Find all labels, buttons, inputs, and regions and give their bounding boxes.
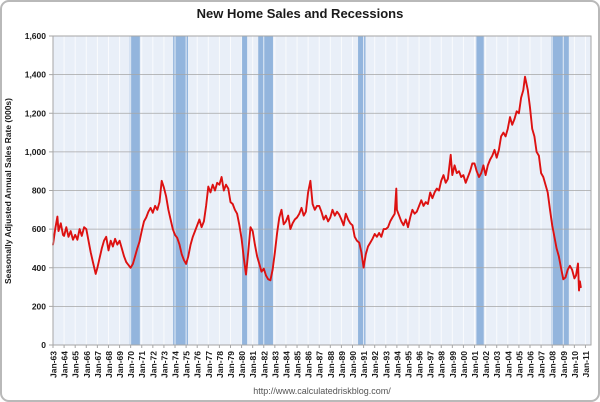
x-tick-label: Jan-68 [104, 351, 114, 378]
y-tick-label: 0 [41, 340, 46, 350]
x-tick-label: Jan-64 [60, 351, 70, 378]
x-tick-label: Jan-63 [49, 351, 59, 378]
x-tick-label: Jan-87 [315, 351, 325, 378]
x-tick-label: Jan-10 [570, 351, 580, 378]
x-tick-label: Jan-00 [459, 351, 469, 378]
x-tick-label: Jan-80 [237, 351, 247, 378]
x-tick-label: Jan-74 [171, 351, 181, 378]
y-tick-label: 600 [32, 224, 46, 234]
x-tick-label: Jan-86 [304, 351, 314, 378]
x-tick-label: Jan-09 [559, 351, 569, 378]
x-tick-label: Jan-71 [137, 351, 147, 378]
x-tick-label: Jan-95 [403, 351, 413, 378]
x-tick-label: Jan-94 [392, 351, 402, 378]
x-tick-label: Jan-05 [514, 351, 524, 378]
x-tick-label: Jan-03 [492, 351, 502, 378]
x-tick-label: Jan-02 [481, 351, 491, 378]
x-tick-label: Jan-01 [470, 351, 480, 378]
y-tick-label: 800 [32, 186, 46, 196]
x-tick-label: Jan-81 [248, 351, 258, 378]
x-tick-label: Jan-04 [503, 351, 513, 378]
x-tick-label: Jan-77 [204, 351, 214, 378]
x-tick-label: Jan-73 [159, 351, 169, 378]
x-tick-label: Jan-06 [525, 351, 535, 378]
chart-title: New Home Sales and Recessions [197, 6, 404, 21]
x-tick-label: Jan-82 [259, 351, 269, 378]
y-tick-label: 1,600 [25, 31, 47, 41]
x-tick-label: Jan-92 [370, 351, 380, 378]
x-tick-label: Jan-89 [337, 351, 347, 378]
x-tick-label: Jan-96 [415, 351, 425, 378]
x-tick-label: Jan-84 [281, 351, 291, 378]
x-tick-label: Jan-11 [581, 351, 591, 378]
x-tick-label: Jan-97 [426, 351, 436, 378]
x-tick-label: Jan-90 [348, 351, 358, 378]
y-tick-label: 1,000 [25, 147, 47, 157]
new-home-sales-line [52, 75, 582, 292]
x-tick-label: Jan-65 [71, 351, 81, 378]
x-tick-label: Jan-69 [115, 351, 125, 378]
x-tick-label: Jan-70 [126, 351, 136, 378]
x-tick-label: Jan-99 [448, 351, 458, 378]
source-url: http://www.calculatedriskblog.com/ [253, 386, 391, 396]
y-tick-label: 1,200 [25, 108, 47, 118]
x-tick-label: Jan-67 [93, 351, 103, 378]
x-tick-label: Jan-79 [226, 351, 236, 378]
x-tick-label: Jan-08 [548, 351, 558, 378]
y-tick-label: 1,400 [25, 70, 47, 80]
y-tick-label: 400 [32, 263, 46, 273]
x-tick-label: Jan-83 [270, 351, 280, 378]
y-tick-label: 200 [32, 301, 46, 311]
x-tick-label: Jan-07 [537, 351, 547, 378]
y-axis-title: Seasonally Adjusted Annual Sales Rate (0… [3, 98, 13, 284]
x-tick-label: Jan-91 [359, 351, 369, 378]
x-tick-label: Jan-88 [326, 351, 336, 378]
x-tick-label: Jan-98 [437, 351, 447, 378]
x-tick-label: Jan-75 [182, 351, 192, 378]
x-tick-label: Jan-76 [193, 351, 203, 378]
x-tick-label: Jan-93 [381, 351, 391, 378]
x-tick-label: Jan-85 [293, 351, 303, 378]
x-tick-label: Jan-66 [82, 351, 92, 378]
x-tick-label: Jan-72 [148, 351, 158, 378]
x-tick-label: Jan-78 [215, 351, 225, 378]
